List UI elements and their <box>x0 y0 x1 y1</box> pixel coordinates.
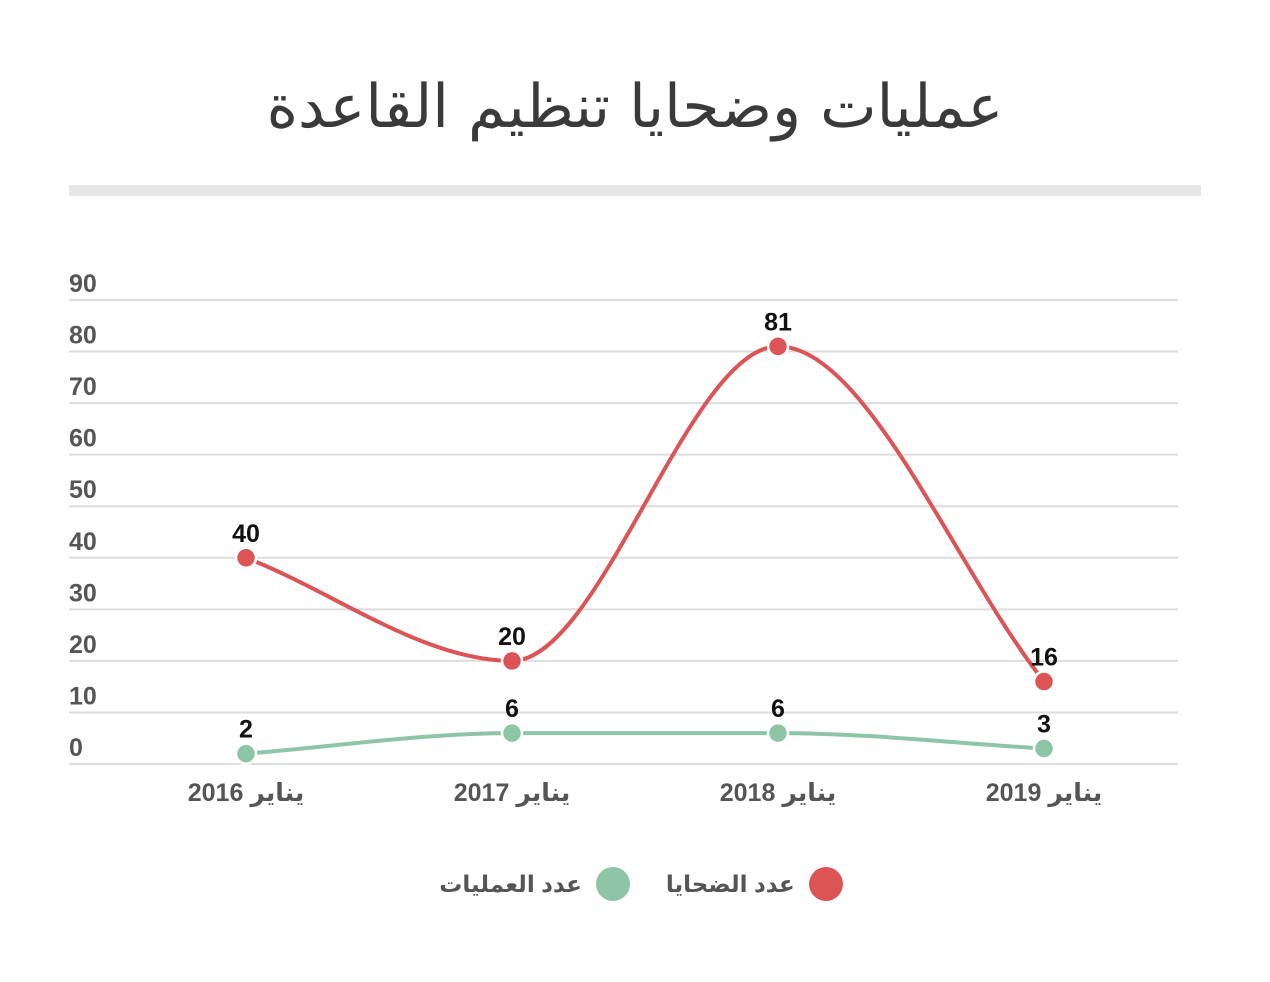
data-point <box>234 546 258 570</box>
x-tick-label: يناير 2019 <box>986 779 1103 808</box>
data-point <box>500 721 524 745</box>
x-tick-label: يناير 2016 <box>188 779 305 808</box>
data-label: 6 <box>505 695 519 723</box>
data-labels: 40 20 81 16 2 6 6 3 <box>232 308 1058 743</box>
data-point <box>234 742 258 765</box>
series-points <box>234 335 1056 765</box>
data-label: 16 <box>1030 644 1058 672</box>
x-axis-ticks: يناير 2016 يناير 2017 يناير 2018 يناير 2019 <box>188 779 1103 808</box>
data-point <box>766 335 790 358</box>
legend-swatch <box>595 867 630 901</box>
y-tick-label: 70 <box>69 373 97 401</box>
data-label: 3 <box>1037 711 1051 739</box>
data-point <box>1032 670 1056 693</box>
legend-item: عدد الضحايا <box>654 867 843 901</box>
series-lines <box>244 344 1046 756</box>
y-tick-label: 80 <box>69 322 97 350</box>
y-tick-label: 20 <box>69 631 97 659</box>
legend-swatch <box>808 867 843 901</box>
data-label: 81 <box>764 308 792 336</box>
title-divider <box>69 185 1201 196</box>
y-tick-label: 90 <box>69 270 97 298</box>
y-tick-label: 50 <box>69 476 97 504</box>
y-tick-label: 0 <box>69 734 83 762</box>
legend-label: عدد العمليات <box>439 870 582 897</box>
data-point <box>1032 737 1056 760</box>
data-label: 2 <box>239 716 253 744</box>
data-label: 6 <box>771 695 785 723</box>
y-tick-label: 40 <box>69 528 97 556</box>
x-tick-label: يناير 2018 <box>720 779 837 808</box>
data-point <box>500 649 524 673</box>
y-tick-label: 30 <box>69 579 97 607</box>
y-tick-label: 10 <box>69 682 97 710</box>
gridlines <box>69 299 1178 765</box>
data-label: 40 <box>232 520 260 548</box>
legend-label: عدد الضحايا <box>665 870 795 897</box>
legend: عدد الضحايا عدد العمليات <box>0 862 1270 906</box>
legend-item: عدد العمليات <box>427 867 630 901</box>
y-tick-label: 60 <box>69 425 97 453</box>
series-line <box>244 731 1046 756</box>
data-label: 20 <box>498 623 526 651</box>
x-tick-label: يناير 2017 <box>454 779 571 808</box>
data-point <box>766 721 790 745</box>
y-axis-ticks: 0 10 20 30 40 50 60 70 80 90 <box>69 270 97 762</box>
chart-title: عمليات وضحايا تنظيم القاعدة <box>266 72 1004 142</box>
series-line <box>244 344 1046 684</box>
